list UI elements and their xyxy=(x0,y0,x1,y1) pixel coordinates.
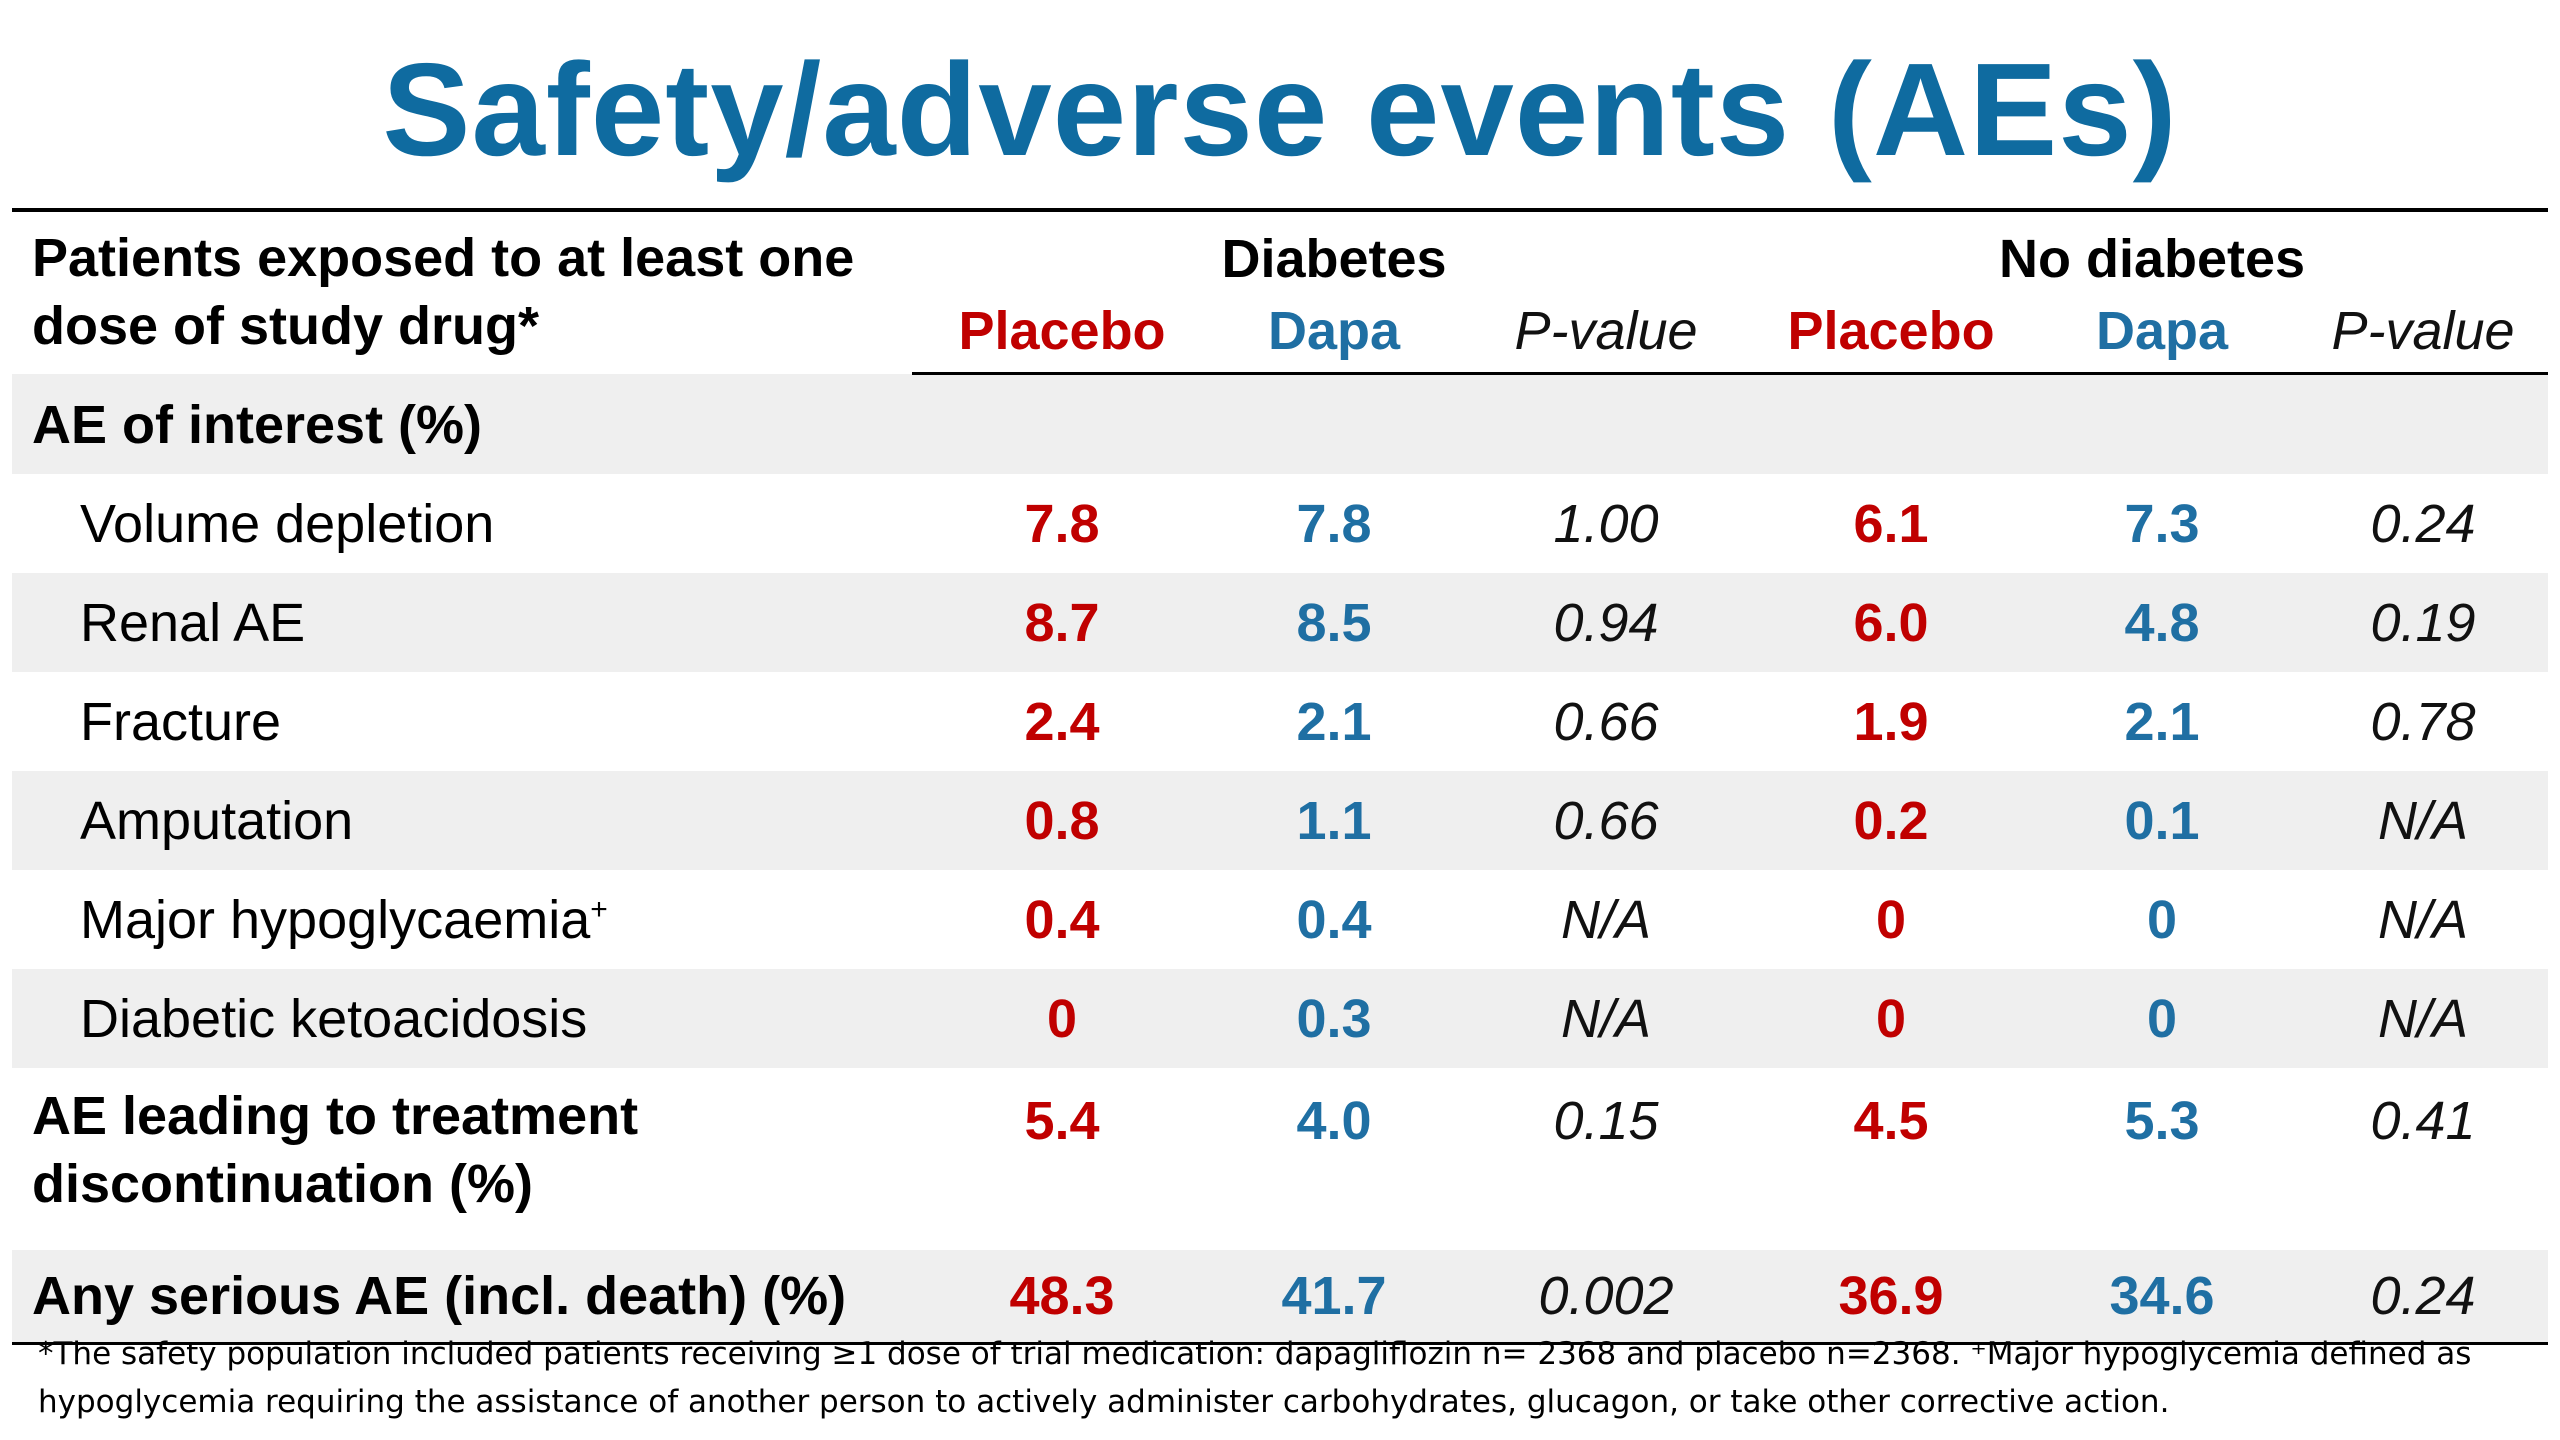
row-label: Volume depletion xyxy=(12,474,912,573)
table-row: Major hypoglycaemia+ 0.4 0.4 N/A 0 0 N/A xyxy=(12,870,2548,969)
table-row: Fracture 2.4 2.1 0.66 1.9 2.1 0.78 xyxy=(12,672,2548,771)
row-label: Fracture xyxy=(12,672,912,771)
header-sub-row: Placebo Dapa P-value Placebo Dapa P-valu… xyxy=(12,290,2549,375)
cell-nodiabetes-pvalue: 0.78 xyxy=(2370,691,2476,752)
cell-diabetes-placebo: 5.4 xyxy=(1024,1091,1100,1151)
table-row-discontinuation: AE leading to treatment discontinuation … xyxy=(12,1068,2548,1250)
cell-nodiabetes-pvalue: 0.24 xyxy=(2370,493,2476,554)
cell-diabetes-placebo: 8.7 xyxy=(912,573,1212,672)
cell-nodiabetes-placebo: 6.1 xyxy=(1853,493,1929,554)
cell-diabetes-dapa: 7.8 xyxy=(1296,493,1372,554)
row-label: Any serious AE (incl. death) (%) xyxy=(12,1250,912,1345)
table-row: Amputation 0.8 1.1 0.66 0.2 0.1 N/A xyxy=(12,771,2549,870)
cell-nodiabetes-dapa: 4.8 xyxy=(2026,573,2299,672)
footnote-mark: + xyxy=(590,892,608,926)
cell-diabetes-dapa: 0.4 xyxy=(1296,889,1372,950)
row-label: Diabetic ketoacidosis xyxy=(12,969,912,1068)
table-row: Renal AE 8.7 8.5 0.94 6.0 4.8 0.19 xyxy=(12,573,2549,672)
section-label: AE of interest (%) xyxy=(12,373,2549,474)
cell-diabetes-placebo: 0.4 xyxy=(1024,889,1100,950)
cell-nodiabetes-placebo: 36.9 xyxy=(1756,1250,2027,1345)
section-row: AE of interest (%) xyxy=(12,373,2549,474)
cell-nodiabetes-dapa: 0 xyxy=(2146,889,2178,950)
cell-nodiabetes-placebo: 0 xyxy=(1875,889,1907,950)
cell-diabetes-pvalue: 0.002 xyxy=(1456,1250,1757,1345)
row-label: Major hypoglycaemia+ xyxy=(12,870,912,969)
cell-diabetes-dapa: 0.3 xyxy=(1212,969,1456,1068)
cell-diabetes-placebo: 7.8 xyxy=(1024,493,1100,554)
footnote: *The safety population included patients… xyxy=(38,1336,2472,1420)
cell-nodiabetes-dapa: 0.1 xyxy=(2026,771,2299,870)
row-label-text: Fracture xyxy=(80,691,282,752)
cell-nodiabetes-dapa: 2.1 xyxy=(2124,691,2200,752)
cell-diabetes-pvalue: 0.94 xyxy=(1456,573,1757,672)
row-label: Renal AE xyxy=(12,573,912,672)
row-label-text: Volume depletion xyxy=(80,493,495,554)
row-label: AE leading to treatment discontinuation … xyxy=(32,1086,639,1214)
cell-diabetes-placebo: 48.3 xyxy=(912,1250,1212,1345)
cell-diabetes-dapa: 2.1 xyxy=(1296,691,1372,752)
cell-nodiabetes-pvalue: 0.24 xyxy=(2298,1250,2549,1345)
row-label-text: Renal AE xyxy=(80,592,306,653)
group-no-diabetes-header: No diabetes xyxy=(1756,208,2549,290)
cell-diabetes-placebo: 2.4 xyxy=(1024,691,1100,752)
cell-nodiabetes-placebo: 0 xyxy=(1756,969,2027,1068)
cell-diabetes-pvalue: 1.00 xyxy=(1553,493,1659,554)
cell-nodiabetes-placebo: 6.0 xyxy=(1756,573,2027,672)
cell-nodiabetes-dapa: 5.3 xyxy=(2124,1091,2200,1151)
table-row: Diabetic ketoacidosis 0 0.3 N/A 0 0 N/A xyxy=(12,969,2549,1068)
cell-nodiabetes-placebo: 0.2 xyxy=(1756,771,2027,870)
cell-nodiabetes-pvalue: N/A xyxy=(2298,969,2549,1068)
row-label-text: Major hypoglycaemia xyxy=(80,889,591,950)
cell-nodiabetes-pvalue: N/A xyxy=(2378,889,2469,950)
cell-nodiabetes-placebo: 1.9 xyxy=(1853,691,1929,752)
col-diabetes-dapa: Dapa xyxy=(1212,290,1456,375)
cell-diabetes-dapa: 4.0 xyxy=(1296,1091,1372,1151)
row-label: Amputation xyxy=(12,771,912,870)
ae-table: Patients exposed to at least one dose of… xyxy=(12,208,2549,1345)
table-row: Volume depletion 7.8 7.8 1.00 6.1 7.3 0.24 xyxy=(12,474,2548,573)
cell-nodiabetes-pvalue: 0.19 xyxy=(2298,573,2549,672)
cell-diabetes-dapa: 8.5 xyxy=(1212,573,1456,672)
row-label-text: Diabetic ketoacidosis xyxy=(80,988,588,1049)
cell-nodiabetes-dapa: 0 xyxy=(2026,969,2299,1068)
ae-table-grid: Patients exposed to at least one dose of… xyxy=(12,208,2549,1345)
row-label-text: Amputation xyxy=(80,790,354,851)
table-row-serious: Any serious AE (incl. death) (%) 48.3 41.7… xyxy=(12,1250,2549,1345)
cell-diabetes-placebo: 0 xyxy=(912,969,1212,1068)
cell-diabetes-dapa: 41.7 xyxy=(1212,1250,1456,1345)
col-diabetes-placebo: Placebo xyxy=(912,290,1212,375)
group-diabetes-header: Diabetes xyxy=(912,208,1757,290)
cell-nodiabetes-dapa: 7.3 xyxy=(2124,493,2200,554)
header-group-row: Patients exposed to at least one dose of… xyxy=(12,208,2549,374)
cell-diabetes-pvalue: 0.66 xyxy=(1553,691,1659,752)
cell-diabetes-placebo: 0.8 xyxy=(912,771,1212,870)
population-label: Patients exposed to at least one dose of… xyxy=(12,208,912,374)
cell-nodiabetes-dapa: 34.6 xyxy=(2026,1250,2299,1345)
slide-title: Safety/adverse events (AEs) xyxy=(382,36,2178,183)
cell-diabetes-pvalue: 0.15 xyxy=(1553,1091,1659,1151)
cell-diabetes-dapa: 1.1 xyxy=(1212,771,1456,870)
cell-nodiabetes-pvalue: N/A xyxy=(2298,771,2549,870)
cell-diabetes-pvalue: N/A xyxy=(1456,969,1757,1068)
col-nodiabetes-dapa: Dapa xyxy=(2026,290,2299,375)
col-nodiabetes-placebo: Placebo xyxy=(1756,290,2027,375)
col-nodiabetes-pvalue: P-value xyxy=(2298,290,2549,375)
cell-diabetes-pvalue: N/A xyxy=(1560,889,1652,950)
cell-nodiabetes-pvalue: 0.41 xyxy=(2370,1091,2476,1151)
cell-diabetes-pvalue: 0.66 xyxy=(1456,771,1757,870)
col-diabetes-pvalue: P-value xyxy=(1456,290,1757,375)
cell-nodiabetes-placebo: 4.5 xyxy=(1853,1091,1929,1151)
